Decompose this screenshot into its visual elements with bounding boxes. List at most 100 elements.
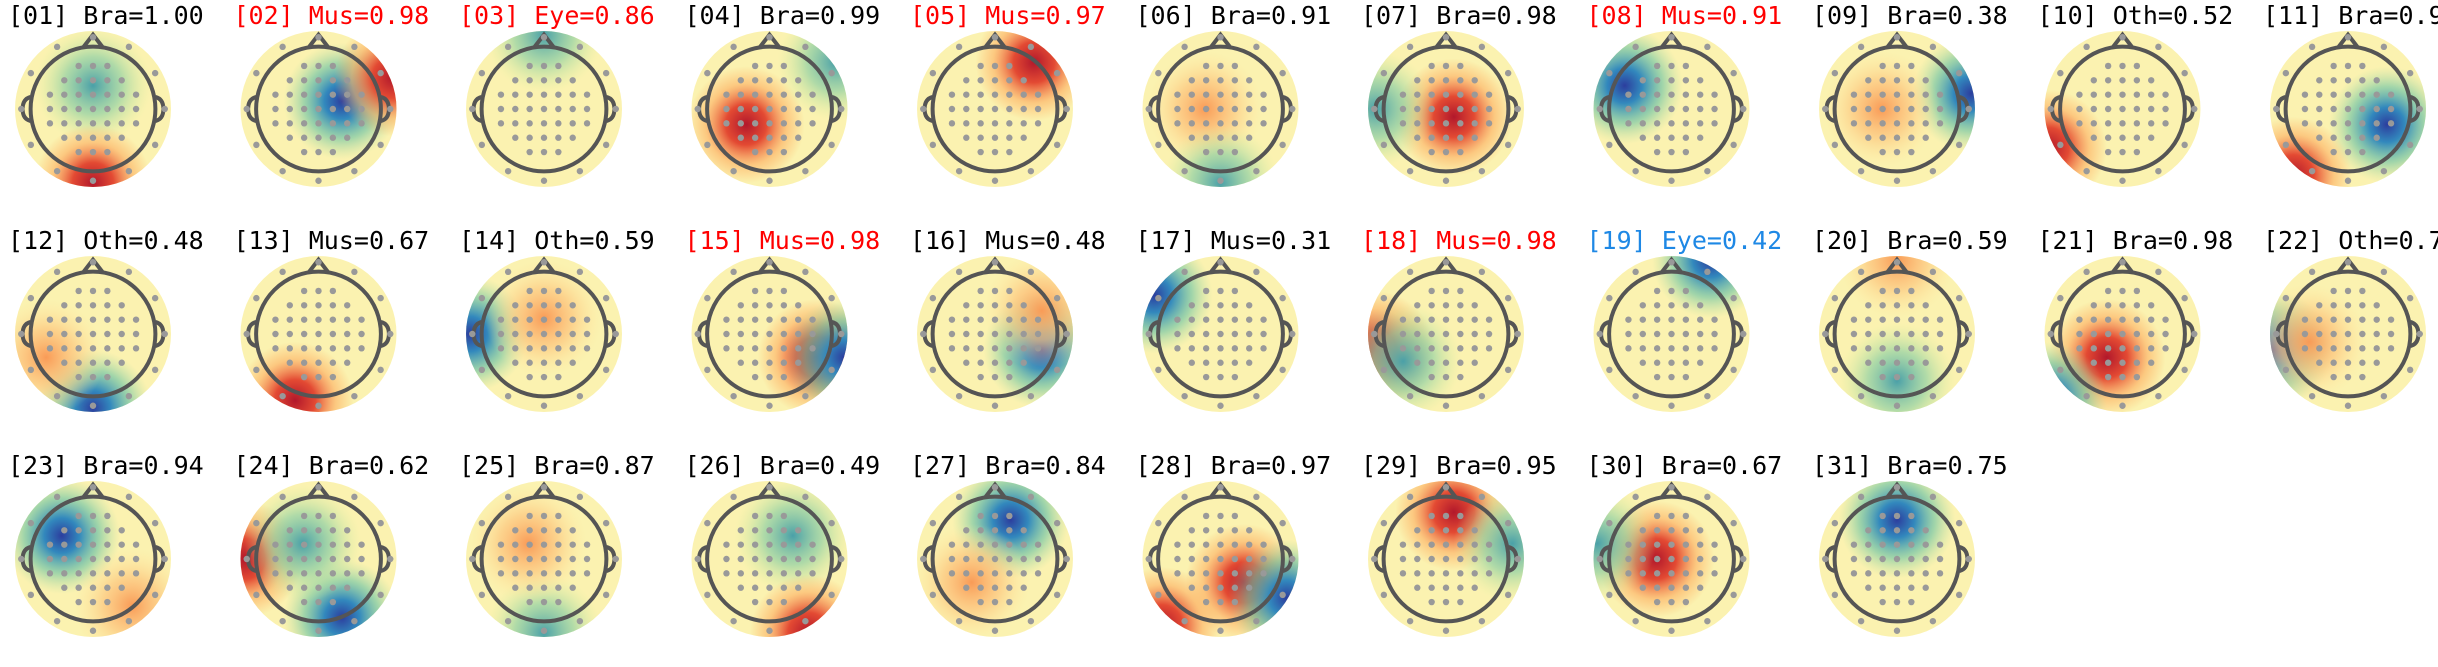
electrode: [828, 294, 835, 302]
electrode: [1471, 555, 1478, 563]
electrode: [963, 91, 970, 98]
electrode: [2148, 77, 2155, 84]
electrode: [1428, 120, 1435, 127]
electrode: [555, 598, 562, 606]
electrode: [1202, 62, 1210, 70]
electrode: [53, 493, 61, 501]
electrode: [1231, 345, 1239, 352]
electrode: [1246, 134, 1253, 141]
electrode: [497, 105, 505, 113]
electrode: [2330, 345, 2337, 352]
electrode: [1865, 120, 1872, 127]
electrode: [1260, 91, 1267, 98]
electrode: [780, 512, 788, 520]
electrode: [1217, 570, 1224, 577]
electrode: [377, 519, 384, 527]
electrode: [1653, 302, 1661, 309]
electrode: [2330, 359, 2337, 366]
electrode: [75, 77, 82, 84]
electrode: [569, 330, 576, 338]
electrode: [2301, 91, 2309, 98]
electrode: [46, 105, 54, 113]
electrode: [1922, 316, 1929, 323]
electrode: [300, 134, 308, 141]
electrode: [2387, 316, 2395, 323]
electrode: [1922, 77, 1929, 84]
electrode: [1893, 512, 1901, 520]
electrode: [1020, 120, 1027, 127]
electrode: [1289, 555, 1296, 563]
electrode: [2344, 148, 2352, 156]
electrode: [1639, 302, 1646, 309]
electrode: [1478, 167, 1486, 175]
electrode: [1639, 91, 1646, 98]
electrode: [2330, 105, 2337, 113]
electrode: [27, 69, 35, 77]
electrode: [1246, 541, 1253, 548]
electrode: [1893, 345, 1901, 352]
electrode: [2133, 345, 2141, 352]
electrode: [512, 77, 519, 84]
electrode: [387, 105, 394, 113]
electrode: [1442, 584, 1450, 591]
electrode: [1174, 91, 1181, 98]
electrode: [2133, 62, 2141, 70]
electrode: [555, 512, 562, 520]
electrode: [1181, 617, 1188, 625]
head-outline: [1607, 44, 1736, 174]
electrode: [300, 373, 308, 381]
electrode: [1471, 77, 1478, 84]
electrode: [1217, 541, 1224, 548]
electrode: [526, 570, 533, 577]
electrode: [1253, 493, 1260, 501]
electrode: [780, 287, 788, 295]
electrode: [766, 316, 773, 323]
electrode: [1893, 134, 1901, 141]
electrode: [89, 555, 97, 563]
electrode: [2181, 366, 2188, 374]
electrode: [1908, 330, 1915, 338]
electrode: [2090, 77, 2097, 84]
electrode: [602, 591, 610, 599]
electrode: [1253, 268, 1260, 276]
electrode: [1471, 91, 1478, 98]
electrode: [46, 570, 54, 577]
electrode: [315, 259, 322, 266]
electrode: [576, 268, 584, 276]
electrode: [1865, 330, 1872, 338]
electrode: [737, 120, 744, 127]
electrode: [2387, 345, 2395, 352]
electrode: [1879, 148, 1886, 156]
electrode: [1428, 555, 1435, 563]
topomap: [917, 31, 1073, 187]
electrode: [1027, 392, 1035, 400]
electrode: [2344, 34, 2352, 41]
electrode: [2387, 120, 2395, 127]
electrode: [694, 555, 701, 563]
electrode: [151, 69, 159, 77]
electrode: [1202, 359, 1210, 366]
electrode: [104, 345, 111, 352]
electrode: [766, 287, 773, 295]
electrode: [2344, 330, 2352, 338]
electrode: [1380, 69, 1388, 77]
electrode: [2387, 105, 2395, 113]
electrode: [2090, 134, 2097, 141]
electrode: [766, 402, 773, 409]
electrode: [151, 519, 159, 527]
electrode: [1414, 555, 1421, 563]
electrode: [377, 69, 384, 77]
electrode: [1908, 584, 1915, 591]
electrode: [526, 541, 533, 548]
electrode: [766, 555, 773, 563]
electrode: [286, 77, 293, 84]
electrode: [977, 584, 984, 591]
electrode: [118, 316, 125, 323]
electrode: [1471, 302, 1478, 309]
electrode: [27, 294, 35, 302]
electrode: [963, 527, 970, 534]
head-outline: [1607, 494, 1736, 624]
electrode: [1850, 105, 1858, 113]
electrode: [1202, 134, 1210, 141]
electrode: [1442, 373, 1450, 381]
